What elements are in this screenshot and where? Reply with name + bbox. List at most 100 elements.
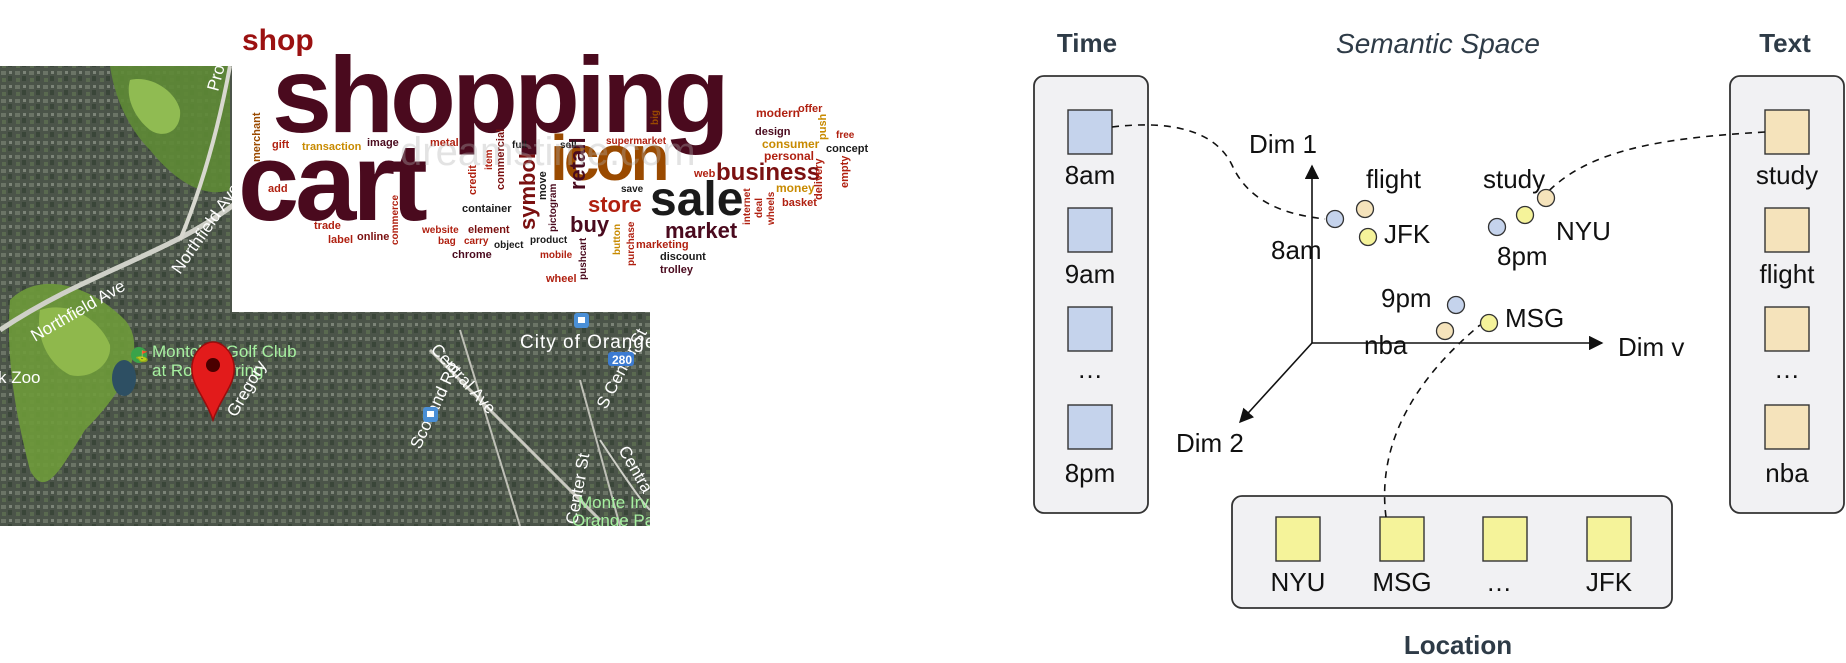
location-panel bbox=[1231, 495, 1673, 609]
map-label-city: City of Orange bbox=[520, 332, 657, 353]
label-msg: MSG bbox=[1505, 303, 1564, 333]
wordcloud-word-store: store bbox=[588, 192, 642, 217]
wordcloud-word-icon: icon bbox=[550, 122, 666, 194]
wordcloud-word-object: object bbox=[494, 240, 524, 251]
transit-poi-icon-2 bbox=[423, 407, 438, 422]
wordcloud-word-purchase: purchase bbox=[626, 221, 637, 266]
point-msg bbox=[1479, 313, 1499, 333]
text-title: Text bbox=[1759, 28, 1811, 58]
wordcloud-word-metal: metal bbox=[430, 137, 459, 149]
wordcloud-word-shop: shop bbox=[242, 24, 314, 57]
time-label-0: 8am bbox=[1065, 160, 1116, 190]
wordcloud-word-market: market bbox=[665, 218, 738, 243]
map-label-monte-irvin-line2: Orange Pa bbox=[572, 511, 655, 530]
label-nba: nba bbox=[1364, 330, 1408, 360]
label-flight: flight bbox=[1366, 164, 1422, 194]
transit-poi-icon bbox=[574, 313, 589, 328]
semantic-points bbox=[1325, 188, 1556, 341]
location-square-1 bbox=[1379, 516, 1425, 562]
wordcloud-word-credit: credit bbox=[467, 165, 479, 195]
text-panel bbox=[1729, 75, 1845, 514]
semantic-axes: Dim 1 Dim v Dim 2 bbox=[1176, 129, 1684, 458]
highway-shield-label: 280 bbox=[612, 353, 632, 367]
label-9pm: 9pm bbox=[1381, 283, 1432, 313]
axis-dim2-label: Dim 2 bbox=[1176, 428, 1244, 458]
wordcloud-watermark: dreamstime.com bbox=[400, 130, 696, 174]
point-8pm bbox=[1487, 217, 1507, 237]
location-label-3: JFK bbox=[1586, 567, 1633, 597]
highway-shield-icon: 280 bbox=[608, 352, 634, 367]
wordcloud-word-element: element bbox=[468, 224, 510, 236]
text-label-0: study bbox=[1756, 160, 1818, 190]
wordcloud-word-basket: basket bbox=[782, 197, 817, 209]
wordcloud-word-sale: sale bbox=[650, 173, 743, 226]
wordcloud-word-personal: personal bbox=[764, 149, 814, 163]
wordcloud-word-empty: empty bbox=[839, 155, 851, 188]
axis-dim1-label: Dim 1 bbox=[1249, 129, 1317, 159]
wordcloud-word-commerce: commerce bbox=[390, 195, 401, 245]
location-title: Location bbox=[1404, 630, 1512, 660]
wordcloud-word-move: move bbox=[537, 171, 549, 200]
point-flight bbox=[1355, 199, 1375, 219]
text-label-3: nba bbox=[1765, 458, 1809, 488]
point-jfk bbox=[1358, 227, 1378, 247]
wordcloud-word-pushcart: pushcart bbox=[578, 237, 589, 280]
location-items: NYU MSG … JFK bbox=[1271, 516, 1633, 597]
connector-text-study bbox=[1542, 131, 1766, 198]
time-items: 8am 9am … 8pm bbox=[1065, 109, 1116, 488]
wordcloud-word-transaction: transaction bbox=[302, 141, 362, 153]
time-title: Time bbox=[1057, 28, 1117, 58]
wordcloud-word-website: website bbox=[421, 225, 459, 236]
wordcloud-word-gift: gift bbox=[272, 139, 289, 151]
time-panel bbox=[1033, 75, 1149, 514]
wordcloud-word-image: image bbox=[367, 137, 399, 149]
wordcloud-word-deal: deal bbox=[754, 198, 765, 218]
location-label-1: MSG bbox=[1372, 567, 1431, 597]
wordcloud-word-buy: buy bbox=[570, 212, 610, 237]
wordcloud-word-cart: cart bbox=[238, 121, 427, 244]
wordcloud-word-symbol: symbol bbox=[515, 153, 540, 230]
wordcloud-word-discount: discount bbox=[660, 251, 706, 263]
text-square-2 bbox=[1764, 306, 1810, 352]
wordcloud-word-internet: internet bbox=[742, 188, 753, 225]
wordcloud-word-online: online bbox=[357, 231, 389, 243]
map-label-zoo: k Zoo bbox=[0, 368, 41, 387]
location-label-0: NYU bbox=[1271, 567, 1326, 597]
connector-location-msg bbox=[1383, 324, 1481, 518]
semantic-space-title: Semantic Space bbox=[1336, 28, 1540, 59]
wordcloud-word-bag: bag bbox=[438, 236, 456, 247]
wordcloud-word-product: product bbox=[530, 235, 568, 246]
text-square-0 bbox=[1764, 109, 1810, 155]
wordcloud-word-full: full bbox=[512, 140, 527, 151]
label-8pm: 8pm bbox=[1497, 241, 1548, 271]
wordcloud-word-item: item bbox=[484, 149, 495, 170]
point-8am bbox=[1325, 209, 1345, 229]
wordcloud-word-trade: trade bbox=[314, 220, 341, 232]
wordcloud-word-retail: retail bbox=[565, 137, 590, 190]
wordcloud-word-commercial: commercial bbox=[495, 129, 507, 190]
point-nyu bbox=[1515, 205, 1535, 225]
location-label-2: … bbox=[1486, 567, 1512, 597]
wordcloud-word-modern: modern bbox=[756, 106, 800, 120]
time-label-2: … bbox=[1077, 354, 1103, 384]
label-jfk: JFK bbox=[1384, 219, 1431, 249]
wordcloud-word-marketing: marketing bbox=[636, 239, 689, 251]
location-square-2 bbox=[1482, 516, 1528, 562]
connectors bbox=[1111, 124, 1766, 518]
wordcloud-word-save: save bbox=[621, 184, 644, 195]
location-square-0 bbox=[1275, 516, 1321, 562]
semantic-point-labels: flight JFK 8am study NYU 8pm 9pm MSG nba bbox=[1271, 164, 1611, 360]
location-pin-icon bbox=[191, 341, 235, 423]
wordcloud-word-container: container bbox=[462, 203, 512, 215]
point-nba bbox=[1435, 321, 1455, 341]
wordcloud-word-delivery: delivery bbox=[813, 158, 825, 200]
wordcloud-word-sell: sell bbox=[560, 140, 577, 151]
svg-text:⛳: ⛳ bbox=[135, 350, 149, 363]
wordcloud-word-trolley: trolley bbox=[660, 264, 694, 276]
text-square-1 bbox=[1764, 207, 1810, 253]
map-label-monte-irvin-line1: Monte Irv bbox=[578, 493, 649, 512]
wordcloud-word-carry: carry bbox=[464, 236, 489, 247]
label-nyu: NYU bbox=[1556, 216, 1611, 246]
wordcloud-word-supermarket: supermarket bbox=[606, 136, 667, 147]
